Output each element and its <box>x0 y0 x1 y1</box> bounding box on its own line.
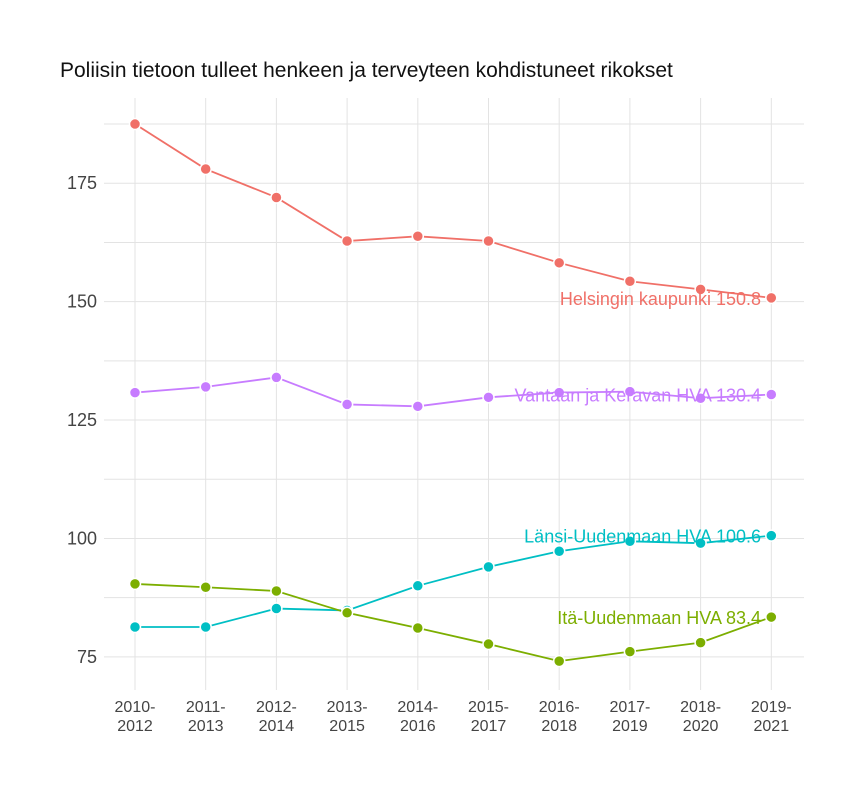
data-point <box>482 391 495 404</box>
series-end-label: Itä-Uudenmaan HVA 83.4 <box>557 608 761 628</box>
data-point <box>411 621 425 635</box>
series-end-label: Vantaan ja Keravan HVA 130.4 <box>514 385 761 405</box>
series-line-2 <box>135 534 772 628</box>
x-axis-ticks: 2010- 2012 2011- 2013 2012- 2014 2013- 2015 2014… <box>115 699 792 735</box>
data-point <box>552 654 566 668</box>
y-tick-label: 125 <box>67 410 97 430</box>
x-tick-label-line: 2013 <box>188 718 224 735</box>
data-point <box>270 371 283 384</box>
data-point <box>623 535 637 548</box>
x-tick-label-line: 2017- <box>609 699 650 716</box>
x-tick-label-line: 2013- <box>327 699 368 716</box>
x-tick-label-line: 2012 <box>117 718 153 735</box>
data-point <box>482 637 495 651</box>
data-point <box>765 529 778 542</box>
data-point <box>411 400 425 413</box>
data-point <box>482 560 495 574</box>
data-point <box>765 610 778 624</box>
x-tick-label-line: 2012- <box>256 699 297 716</box>
series-end-label: Helsingin kaupunki 150.8 <box>560 289 761 309</box>
end-labels: Helsingin kaupunki 150.8 Vantaan ja Kerav… <box>514 289 761 628</box>
data-point <box>623 645 637 658</box>
x-tick-label: 2011- 2013 <box>186 699 226 735</box>
data-point <box>552 544 566 558</box>
data-point <box>765 388 778 401</box>
data-point <box>128 386 142 399</box>
data-point <box>199 580 212 594</box>
series-line-0 <box>134 123 772 299</box>
data-point <box>552 386 566 399</box>
data-point <box>199 620 212 634</box>
data-point <box>552 256 566 270</box>
x-tick-label: 2012- 2014 <box>256 699 297 735</box>
x-tick-label-line: 2011- <box>186 699 226 716</box>
series-line-3 <box>134 583 772 663</box>
x-tick-label-line: 2016 <box>400 718 436 735</box>
x-tick-label-line: 2017 <box>471 718 507 735</box>
y-tick-label: 100 <box>67 528 97 548</box>
data-point <box>694 283 707 296</box>
data-point <box>340 234 354 248</box>
y-tick-label: 75 <box>77 647 97 667</box>
series-end-label: Länsi-Uudenmaan HVA 100.6 <box>524 527 761 547</box>
data-point <box>623 385 637 398</box>
x-tick-label: 2014- 2016 <box>397 699 438 735</box>
x-tick-label-line: 2016- <box>539 699 580 716</box>
x-tick-label-line: 2020 <box>683 718 719 735</box>
data-point <box>199 162 212 176</box>
data-point <box>340 606 354 620</box>
data-point <box>411 230 425 243</box>
data-point <box>270 191 283 204</box>
x-tick-label-line: 2015- <box>468 699 509 716</box>
data-point <box>694 392 707 405</box>
data-point <box>199 380 212 394</box>
data-point <box>694 536 707 550</box>
data-point <box>694 636 707 649</box>
x-tick-label: 2016- 2018 <box>539 699 580 735</box>
chart-title: Poliisin tietoon tulleet henkeen ja terv… <box>60 59 673 82</box>
x-tick-label: 2018- 2020 <box>680 699 721 735</box>
x-tick-label: 2013- 2015 <box>327 699 368 735</box>
data-point <box>411 579 425 593</box>
x-tick-label-line: 2014- <box>397 699 438 716</box>
x-tick-label: 2017- 2019 <box>609 699 650 735</box>
x-tick-label: 2019- 2021 <box>751 699 792 735</box>
x-tick-label: 2010- 2012 <box>115 699 156 735</box>
data-point <box>482 234 495 248</box>
x-tick-label-line: 2015 <box>329 718 365 735</box>
series-line-1 <box>134 376 772 408</box>
x-tick-label-line: 2018- <box>680 699 721 716</box>
data-point <box>270 584 283 598</box>
x-tick-label-line: 2010- <box>115 699 156 716</box>
data-point <box>128 577 142 591</box>
data-point <box>128 117 142 131</box>
y-tick-label: 150 <box>67 292 97 312</box>
series-group <box>128 117 778 668</box>
x-tick-label-line: 2019 <box>612 718 648 735</box>
data-point <box>623 275 637 288</box>
gridlines <box>104 98 804 690</box>
data-point <box>340 398 354 411</box>
data-point <box>270 602 283 615</box>
y-tick-label: 175 <box>67 173 97 193</box>
x-tick-label-line: 2014 <box>259 718 295 735</box>
x-tick-label-line: 2018 <box>541 718 577 735</box>
x-tick-label: 2015- 2017 <box>468 699 509 735</box>
data-point <box>765 291 778 305</box>
data-point <box>128 620 142 634</box>
x-tick-label-line: 2019- <box>751 699 792 716</box>
x-tick-label-line: 2021 <box>754 718 790 735</box>
y-axis-ticks: 75 100 125 150 175 <box>67 173 97 667</box>
